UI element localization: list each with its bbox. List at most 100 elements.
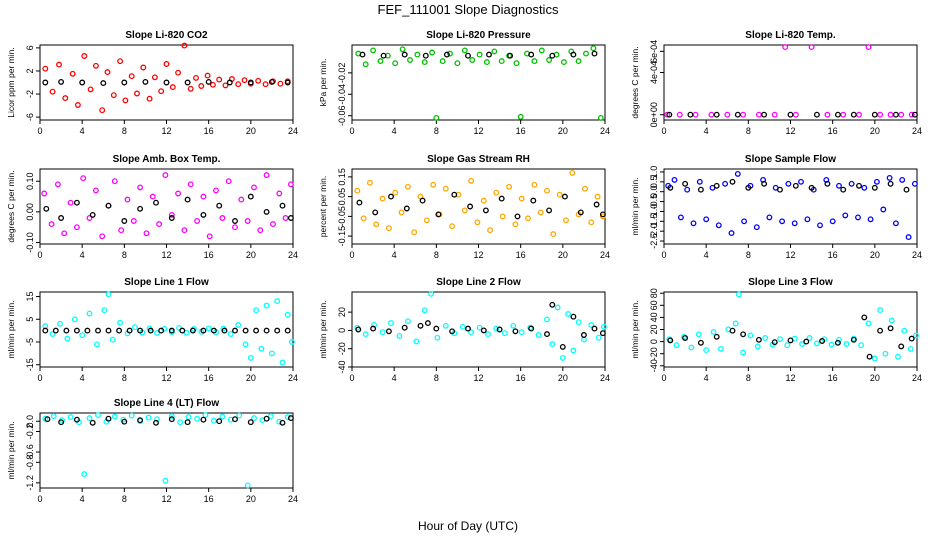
data-point [268,350,275,357]
data-point [544,316,550,323]
data-point [570,347,577,354]
data-point [745,184,752,191]
data-point [99,233,106,240]
data-point [175,190,182,197]
x-tick-label: 16 [828,250,838,260]
y-tick-label: -0.04 [337,84,347,105]
x-tick-label: 12 [785,373,795,383]
data-point [124,196,131,203]
data-point [179,327,186,334]
x-tick-label: 20 [558,126,568,136]
y-tick-label: 6 [25,45,35,50]
data-point [575,58,582,65]
x-tick-label: 16 [828,373,838,383]
panel-title: Slope Line 3 Flow [748,277,833,288]
y-axis-label: Licor ppm per min. [6,47,16,117]
y-tick-label: -0.10 [25,232,35,253]
data-point [867,216,874,223]
data-point [590,45,597,52]
data-point [856,182,862,189]
x-tick-label: 0 [661,250,666,260]
data-point [244,482,251,489]
data-point [200,416,207,423]
data-point [205,325,212,332]
data-point [247,354,254,361]
data-point [388,320,394,327]
data-point [421,307,428,314]
x-tick-label: 8 [122,250,127,260]
y-tick-label: -0.6 [25,444,35,460]
x-tick-label: 16 [204,126,214,136]
y-tick-label: 0.05 [337,188,347,206]
series-2 [44,415,294,426]
x-tick-label: 20 [558,250,568,260]
data-point [56,61,62,68]
data-point [169,84,176,91]
data-point [398,209,405,216]
data-point [766,214,773,221]
data-point [205,78,212,85]
y-tick-label: 60 [649,300,659,310]
data-point [443,51,450,58]
data-point [137,327,144,334]
data-point [257,227,264,234]
data-point [149,193,156,200]
data-point [241,77,248,84]
figure-xlabel: Hour of Day (UTC) [418,519,518,533]
data-point [569,169,576,176]
data-point [49,331,56,337]
data-point [556,191,563,198]
x-tick-label: 20 [246,250,256,260]
data-point [414,51,421,58]
x-tick-label: 20 [246,126,256,136]
x-tick-label: 8 [746,250,751,260]
data-point [242,341,249,348]
data-point [599,211,606,218]
data-point [95,327,101,334]
data-point [210,327,217,334]
data-point [528,325,535,332]
data-point [703,347,710,354]
data-point [861,314,868,321]
data-point [474,219,481,226]
x-tick-label: 0 [37,373,42,383]
data-point [905,234,912,241]
data-point [168,211,175,218]
data-point [407,57,413,63]
data-point [771,339,778,346]
data-point [86,415,93,422]
y-tick-label: 80 [649,288,659,298]
x-tick-label: 24 [912,250,922,260]
y-tick-label: -2.0 [649,223,659,239]
y-tick-label: 0 [337,328,347,333]
x-tick-label: 12 [161,250,171,260]
data-point [268,78,275,85]
data-point [154,329,160,336]
data-point [871,111,878,118]
data-point [202,412,209,419]
data-point [754,343,761,350]
data-point [263,415,270,422]
data-point [903,186,910,193]
data-point [370,47,377,54]
y-tick-label: -2.5 [649,233,659,249]
data-point [866,353,873,360]
data-point [62,95,69,102]
data-point [697,186,704,193]
data-point [116,327,123,334]
x-tick-label: 12 [473,250,483,260]
data-point [222,82,229,89]
data-point [388,193,394,200]
x-tick-label: 24 [600,126,610,136]
data-point [71,316,78,323]
data-point [779,218,786,225]
series-2 [42,327,291,334]
data-point [80,175,87,182]
x-tick-label: 8 [746,126,751,136]
x-tick-label: 16 [204,373,214,383]
series-2 [359,50,598,59]
data-point [95,412,101,419]
data-point [512,328,519,335]
data-point [263,172,270,179]
data-point [836,336,842,343]
